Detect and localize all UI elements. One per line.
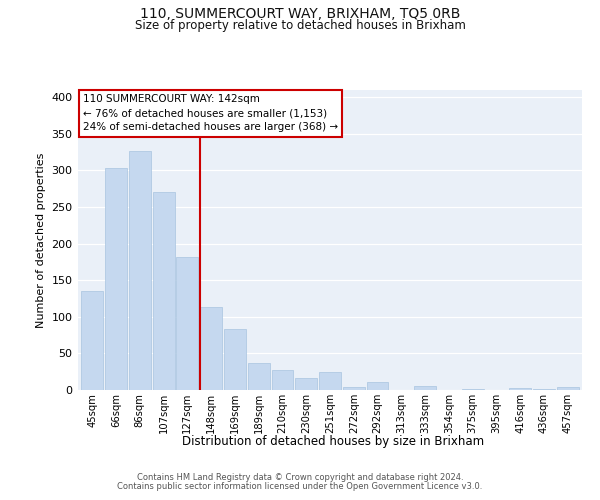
Bar — [462, 388, 484, 390]
Bar — [82, 291, 103, 390]
Y-axis label: Number of detached properties: Number of detached properties — [36, 152, 46, 328]
Bar — [414, 386, 436, 390]
Bar — [533, 388, 555, 390]
Bar — [176, 257, 198, 390]
Bar — [557, 387, 578, 390]
Bar — [319, 372, 341, 390]
Bar — [295, 378, 317, 390]
Bar — [129, 152, 151, 390]
Bar — [509, 388, 531, 390]
Text: 110, SUMMERCOURT WAY, BRIXHAM, TQ5 0RB: 110, SUMMERCOURT WAY, BRIXHAM, TQ5 0RB — [140, 8, 460, 22]
Bar — [272, 370, 293, 390]
Bar — [200, 308, 222, 390]
Text: Size of property relative to detached houses in Brixham: Size of property relative to detached ho… — [134, 19, 466, 32]
Text: Contains HM Land Registry data © Crown copyright and database right 2024.: Contains HM Land Registry data © Crown c… — [137, 472, 463, 482]
Text: Distribution of detached houses by size in Brixham: Distribution of detached houses by size … — [182, 435, 484, 448]
Bar — [367, 382, 388, 390]
Bar — [152, 192, 175, 390]
Bar — [105, 168, 127, 390]
Bar — [224, 330, 246, 390]
Text: Contains public sector information licensed under the Open Government Licence v3: Contains public sector information licen… — [118, 482, 482, 491]
Bar — [343, 387, 365, 390]
Text: 110 SUMMERCOURT WAY: 142sqm
← 76% of detached houses are smaller (1,153)
24% of : 110 SUMMERCOURT WAY: 142sqm ← 76% of det… — [83, 94, 338, 132]
Bar — [248, 363, 269, 390]
